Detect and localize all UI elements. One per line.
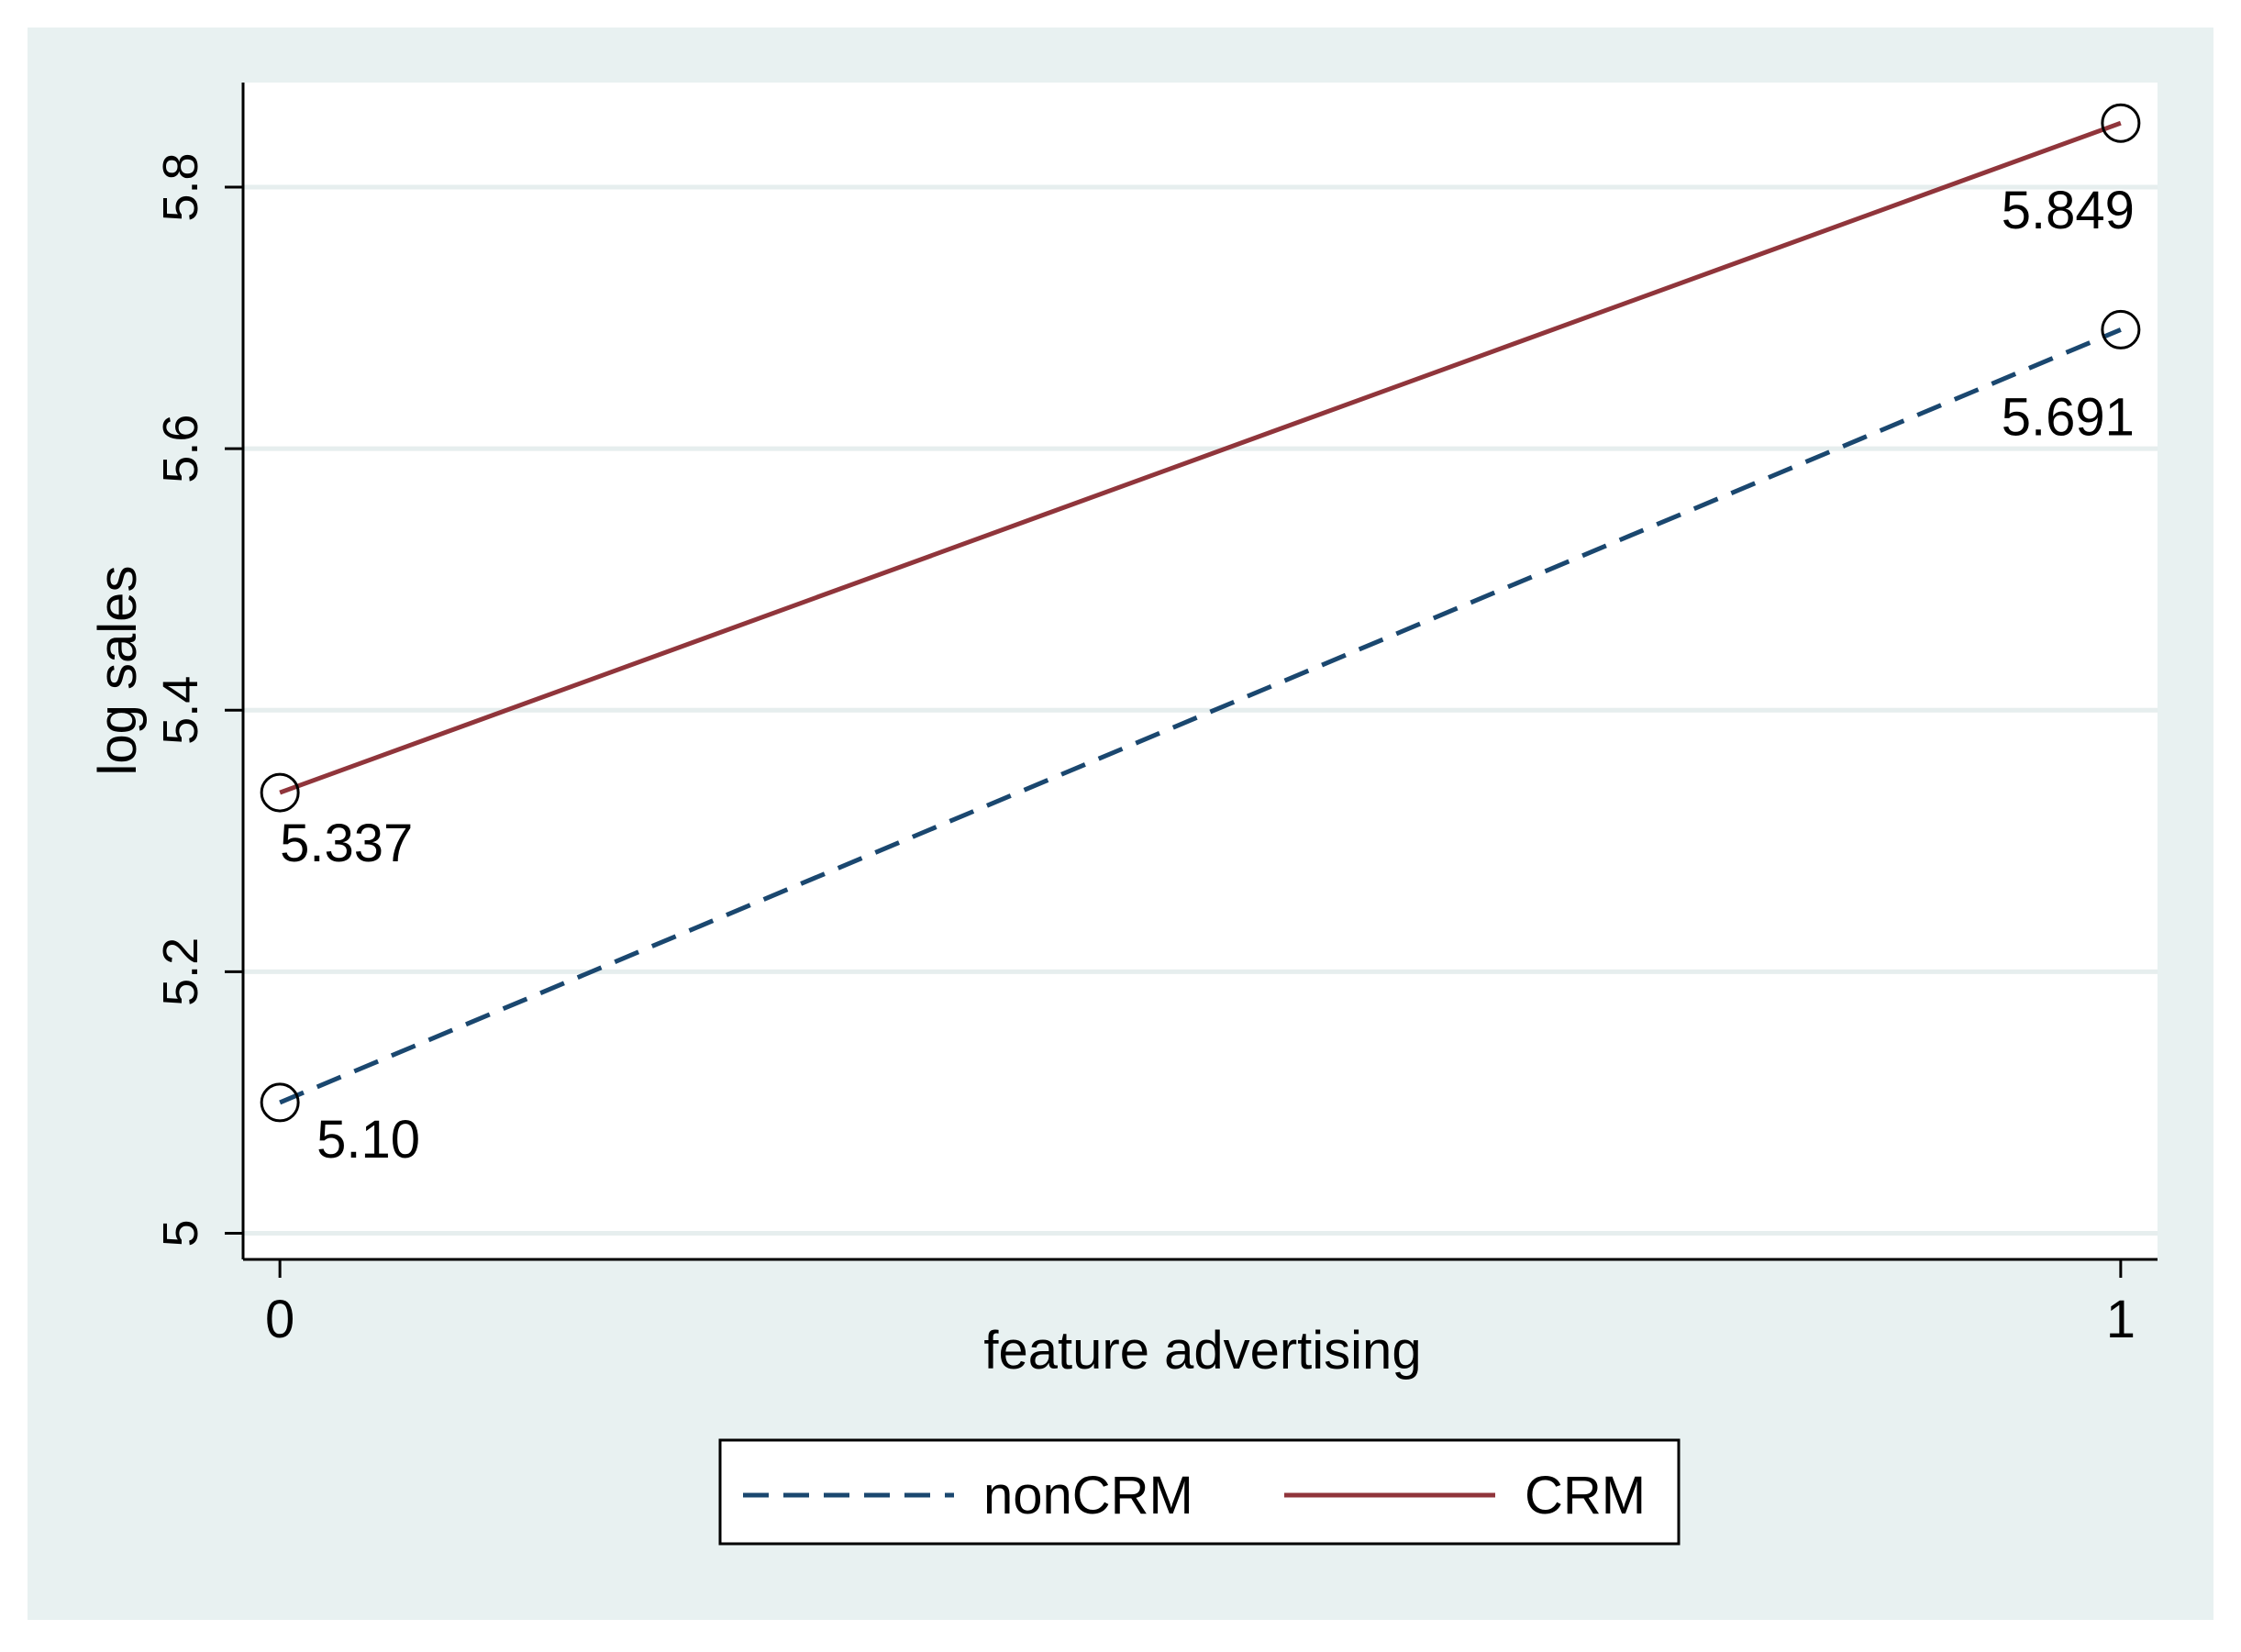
series-line-crm (279, 120, 2122, 795)
x-tick-label: 1 (2106, 1290, 2136, 1349)
y-tick-label: 5.8 (153, 153, 208, 222)
plot-area (243, 83, 2158, 1259)
data-label: 5.337 (280, 814, 413, 873)
legend-box (718, 1438, 1681, 1546)
legend-label-noncrm: nonCRM (983, 1466, 1193, 1525)
x-axis-title: feature advertising (983, 1321, 1421, 1380)
legend-label-crm: CRM (1525, 1466, 1646, 1525)
y-axis-title: log sales (88, 566, 148, 776)
points: 5.10 5.691 5.337 5.849 (260, 103, 2141, 1170)
grid-lines (243, 184, 2158, 1236)
x-tick-label: 0 (265, 1290, 294, 1349)
y-tick-label: 5.4 (153, 676, 208, 745)
legend: nonCRM CRM (718, 1438, 1681, 1546)
series-line-noncrm (279, 327, 2122, 1105)
y-tick-label: 5.6 (153, 415, 208, 483)
data-label: 5.10 (316, 1110, 420, 1170)
y-tick-label: 5 (153, 1219, 208, 1247)
data-point-marker (260, 1082, 300, 1123)
data-point-marker (2101, 103, 2141, 143)
data-label: 5.691 (2002, 387, 2135, 447)
data-point-marker (2101, 309, 2141, 349)
y-tick-label: 5.2 (153, 937, 208, 1006)
ticks: 5 5.2 5.4 5.6 5.8 0 1 (153, 153, 2136, 1349)
series-layer (279, 120, 2122, 1105)
data-label: 5.849 (2002, 181, 2135, 240)
data-point-marker (260, 772, 300, 813)
axes (241, 83, 2158, 1261)
